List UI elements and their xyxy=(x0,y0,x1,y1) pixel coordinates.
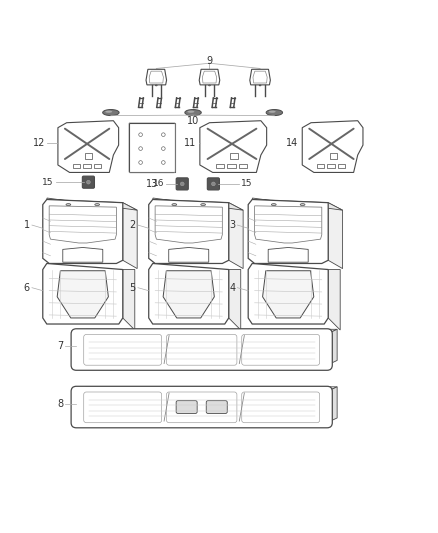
Bar xyxy=(83,164,91,168)
Text: 11: 11 xyxy=(184,138,197,148)
Polygon shape xyxy=(163,271,214,318)
Text: 12: 12 xyxy=(33,138,45,148)
Text: 16: 16 xyxy=(152,180,164,188)
Ellipse shape xyxy=(95,204,99,206)
Ellipse shape xyxy=(155,85,157,86)
Ellipse shape xyxy=(266,109,283,116)
FancyBboxPatch shape xyxy=(176,178,188,190)
Bar xyxy=(129,123,175,173)
Polygon shape xyxy=(268,247,308,262)
Polygon shape xyxy=(76,329,337,334)
Ellipse shape xyxy=(102,109,119,116)
Text: 3: 3 xyxy=(229,220,235,230)
Polygon shape xyxy=(327,329,337,365)
Polygon shape xyxy=(200,120,267,173)
Polygon shape xyxy=(123,203,137,269)
Bar xyxy=(330,153,337,159)
Text: 2: 2 xyxy=(130,220,136,230)
Ellipse shape xyxy=(185,109,201,116)
Polygon shape xyxy=(149,263,229,324)
Bar xyxy=(85,153,92,159)
Text: 10: 10 xyxy=(187,116,199,126)
Bar xyxy=(73,164,80,168)
Polygon shape xyxy=(146,69,166,85)
FancyBboxPatch shape xyxy=(176,401,197,414)
Ellipse shape xyxy=(172,204,177,206)
Ellipse shape xyxy=(187,111,194,113)
Bar xyxy=(338,164,346,168)
Text: 9: 9 xyxy=(206,56,212,66)
Bar xyxy=(94,164,101,168)
Text: 4: 4 xyxy=(229,282,235,293)
FancyBboxPatch shape xyxy=(71,329,332,370)
Text: 14: 14 xyxy=(286,138,298,148)
Polygon shape xyxy=(327,387,337,423)
Polygon shape xyxy=(58,120,119,173)
Bar xyxy=(227,164,236,168)
Ellipse shape xyxy=(259,85,261,86)
Ellipse shape xyxy=(105,111,112,113)
Polygon shape xyxy=(248,263,328,324)
Text: 15: 15 xyxy=(240,180,252,188)
FancyBboxPatch shape xyxy=(82,176,95,188)
Bar xyxy=(327,164,335,168)
Ellipse shape xyxy=(300,204,305,206)
Bar xyxy=(317,164,325,168)
Polygon shape xyxy=(263,271,314,318)
Circle shape xyxy=(162,160,165,164)
Polygon shape xyxy=(43,263,123,324)
Ellipse shape xyxy=(201,204,205,206)
Polygon shape xyxy=(63,247,103,262)
Polygon shape xyxy=(229,270,241,330)
Circle shape xyxy=(139,160,142,164)
FancyBboxPatch shape xyxy=(207,178,219,190)
Polygon shape xyxy=(302,120,363,173)
Polygon shape xyxy=(43,199,123,263)
Circle shape xyxy=(139,133,142,136)
Polygon shape xyxy=(250,69,270,85)
Polygon shape xyxy=(149,199,229,263)
Polygon shape xyxy=(57,271,108,318)
Text: 13: 13 xyxy=(146,179,158,189)
Polygon shape xyxy=(199,69,220,85)
Polygon shape xyxy=(328,203,343,269)
Circle shape xyxy=(162,133,165,136)
Text: 1: 1 xyxy=(24,220,30,230)
Polygon shape xyxy=(229,203,243,269)
Ellipse shape xyxy=(180,182,184,186)
FancyBboxPatch shape xyxy=(206,401,227,414)
Text: 5: 5 xyxy=(130,282,136,293)
Ellipse shape xyxy=(212,182,215,186)
Text: 6: 6 xyxy=(24,282,30,293)
Polygon shape xyxy=(328,270,340,330)
Bar xyxy=(239,164,247,168)
Polygon shape xyxy=(76,387,337,391)
Bar xyxy=(230,153,238,159)
Polygon shape xyxy=(248,199,328,263)
Circle shape xyxy=(162,147,165,150)
Circle shape xyxy=(139,147,142,150)
Polygon shape xyxy=(153,198,243,210)
Bar xyxy=(216,164,224,168)
Text: 15: 15 xyxy=(42,177,54,187)
Polygon shape xyxy=(252,198,343,210)
Ellipse shape xyxy=(66,204,71,206)
Ellipse shape xyxy=(86,180,90,184)
Polygon shape xyxy=(123,270,135,330)
Text: 8: 8 xyxy=(57,399,64,409)
FancyBboxPatch shape xyxy=(71,386,332,428)
Polygon shape xyxy=(169,247,209,262)
Ellipse shape xyxy=(269,111,276,113)
Text: 7: 7 xyxy=(57,342,64,351)
Polygon shape xyxy=(47,198,137,210)
Ellipse shape xyxy=(208,85,210,86)
Ellipse shape xyxy=(272,204,276,206)
